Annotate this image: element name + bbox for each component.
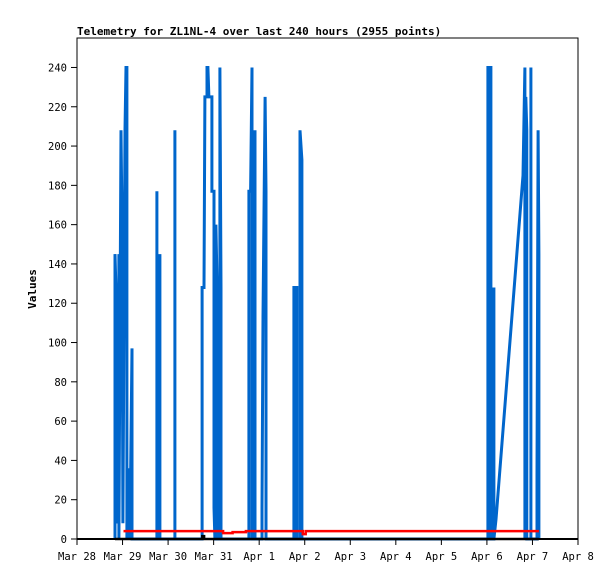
x-tick-label: Apr 6	[471, 551, 503, 563]
y-tick-label: 60	[54, 416, 67, 428]
x-tick-label: Apr 5	[426, 551, 458, 563]
x-tick-label: Mar 31	[195, 551, 233, 563]
x-tick-label: Mar 30	[149, 551, 187, 563]
series-layer	[113, 66, 541, 541]
series-line-1	[123, 529, 539, 536]
y-tick-label: 160	[48, 220, 67, 232]
y-tick-label: 20	[54, 495, 67, 507]
y-tick-label: 100	[48, 338, 67, 350]
x-tick-label: Apr 4	[380, 551, 412, 563]
x-tick-label: Apr 3	[334, 551, 366, 563]
x-tick-label: Apr 8	[562, 551, 594, 563]
y-tick-label: 40	[54, 455, 67, 467]
x-tick-label: Apr 2	[289, 551, 321, 563]
y-tick-label: 180	[48, 180, 67, 192]
x-tick-label: Apr 1	[243, 551, 275, 563]
y-ticks: 0 20 40 60 80 100 120 140 160 180 200 220 240	[48, 62, 77, 546]
x-tick-label: Mar 28	[58, 551, 96, 563]
y-axis-label: Values	[26, 269, 39, 309]
y-tick-label: 0	[61, 534, 67, 546]
plot-frame	[76, 37, 579, 540]
y-tick-label: 220	[48, 102, 67, 114]
x-ticks: Mar 28 Mar 29 Mar 30 Mar 31 Apr 1 Apr 2 Apr 3 A…	[58, 539, 594, 563]
y-tick-label: 240	[48, 62, 67, 74]
y-tick-label: 140	[48, 259, 67, 271]
y-tick-label: 120	[48, 298, 67, 310]
y-tick-label: 200	[48, 141, 67, 153]
chart-title: Telemetry for ZL1NL-4 over last 240 hour…	[77, 25, 441, 38]
series-line-0	[113, 66, 541, 541]
y-tick-label: 80	[54, 377, 67, 389]
x-tick-label: Mar 29	[104, 551, 142, 563]
x-tick-label: Apr 7	[517, 551, 549, 563]
